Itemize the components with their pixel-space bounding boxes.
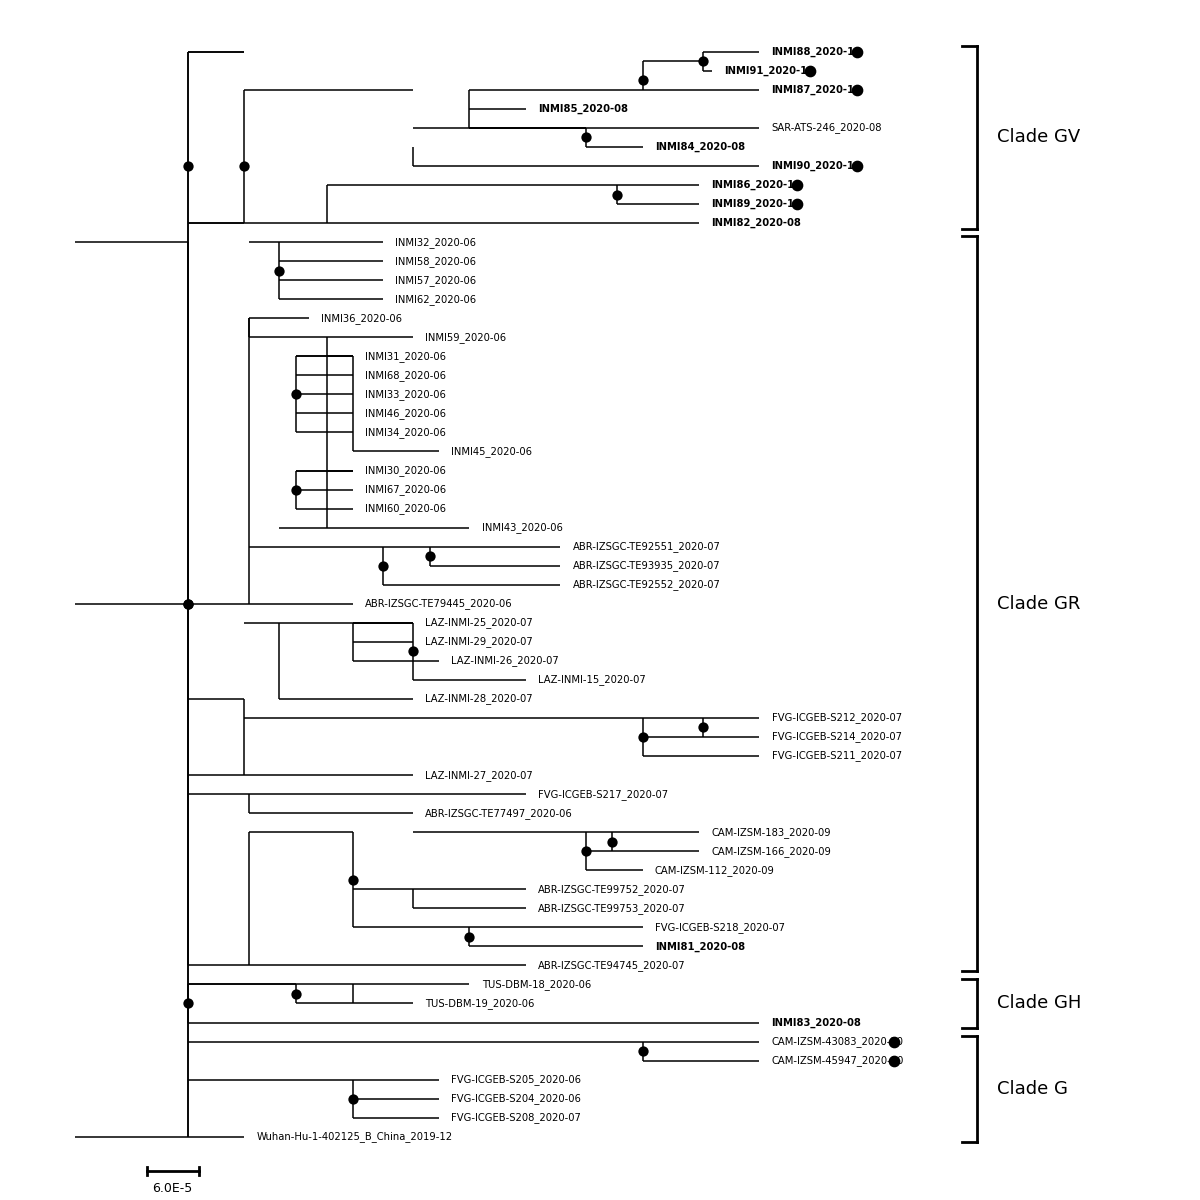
Text: FVG-ICGEB-S217_2020-07: FVG-ICGEB-S217_2020-07	[538, 788, 668, 799]
Point	[787, 194, 806, 214]
Point	[179, 994, 198, 1013]
Text: Clade GH: Clade GH	[997, 995, 1081, 1013]
Point	[287, 385, 306, 404]
Text: LAZ-INMI-27_2020-07: LAZ-INMI-27_2020-07	[425, 769, 533, 780]
Point	[577, 128, 596, 148]
Point	[602, 832, 622, 851]
Text: INMI84_2020-08: INMI84_2020-08	[655, 142, 745, 152]
Text: INMI57_2020-06: INMI57_2020-06	[395, 275, 476, 286]
Text: FVG-ICGEB-S205_2020-06: FVG-ICGEB-S205_2020-06	[451, 1074, 581, 1085]
Point	[403, 642, 422, 661]
Text: INMI33_2020-06: INMI33_2020-06	[365, 389, 445, 400]
Text: FVG-ICGEB-S211_2020-07: FVG-ICGEB-S211_2020-07	[772, 750, 901, 762]
Point	[577, 841, 596, 860]
Text: TUS-DBM-19_2020-06: TUS-DBM-19_2020-06	[425, 998, 535, 1009]
Text: INMI58_2020-06: INMI58_2020-06	[395, 256, 476, 266]
Text: ABR-IZSGC-TE94745_2020-07: ABR-IZSGC-TE94745_2020-07	[538, 960, 685, 971]
Text: LAZ-INMI-25_2020-07: LAZ-INMI-25_2020-07	[425, 617, 533, 629]
Text: FVG-ICGEB-S218_2020-07: FVG-ICGEB-S218_2020-07	[655, 922, 785, 932]
Point	[847, 80, 866, 100]
Text: INMI86_2020-10: INMI86_2020-10	[712, 180, 802, 190]
Text: LAZ-INMI-28_2020-07: LAZ-INMI-28_2020-07	[425, 694, 533, 704]
Text: Clade G: Clade G	[997, 1080, 1068, 1098]
Text: INMI67_2020-06: INMI67_2020-06	[365, 484, 446, 496]
Text: INMI46_2020-06: INMI46_2020-06	[365, 408, 445, 419]
Point	[179, 594, 198, 613]
Point	[287, 984, 306, 1003]
Text: INMI60_2020-06: INMI60_2020-06	[365, 503, 445, 514]
Text: CAM-IZSM-183_2020-09: CAM-IZSM-183_2020-09	[712, 827, 830, 838]
Text: INMI62_2020-06: INMI62_2020-06	[395, 294, 476, 305]
Text: INMI31_2020-06: INMI31_2020-06	[365, 350, 445, 361]
Point	[632, 71, 652, 90]
Point	[269, 262, 288, 281]
Text: INMI81_2020-08: INMI81_2020-08	[655, 941, 745, 952]
Text: CAM-IZSM-43083_2020-10: CAM-IZSM-43083_2020-10	[772, 1036, 904, 1048]
Text: INMI59_2020-06: INMI59_2020-06	[425, 332, 506, 343]
Point	[884, 1032, 904, 1051]
Text: FVG-ICGEB-S208_2020-07: FVG-ICGEB-S208_2020-07	[451, 1112, 581, 1123]
Text: FVG-ICGEB-S214_2020-07: FVG-ICGEB-S214_2020-07	[772, 732, 901, 743]
Text: FVG-ICGEB-S212_2020-07: FVG-ICGEB-S212_2020-07	[772, 713, 901, 724]
Text: INMI90_2020-10: INMI90_2020-10	[772, 161, 862, 172]
Point	[373, 556, 392, 575]
Text: ABR-IZSGC-TE99753_2020-07: ABR-IZSGC-TE99753_2020-07	[538, 902, 685, 913]
Text: INMI34_2020-06: INMI34_2020-06	[365, 427, 445, 438]
Text: CAM-IZSM-112_2020-09: CAM-IZSM-112_2020-09	[655, 865, 775, 876]
Text: INMI83_2020-08: INMI83_2020-08	[772, 1018, 862, 1027]
Point	[179, 594, 198, 613]
Text: ABR-IZSGC-TE92552_2020-07: ABR-IZSGC-TE92552_2020-07	[572, 580, 720, 590]
Point	[694, 718, 713, 737]
Point	[884, 1051, 904, 1070]
Point	[343, 870, 362, 889]
Text: INMI87_2020-10: INMI87_2020-10	[772, 85, 862, 95]
Text: INMI30_2020-06: INMI30_2020-06	[365, 466, 445, 476]
Text: TUS-DBM-18_2020-06: TUS-DBM-18_2020-06	[481, 979, 590, 990]
Text: LAZ-INMI-26_2020-07: LAZ-INMI-26_2020-07	[451, 655, 559, 666]
Text: INMI45_2020-06: INMI45_2020-06	[451, 446, 533, 457]
Text: CAM-IZSM-45947_2020-10: CAM-IZSM-45947_2020-10	[772, 1055, 904, 1066]
Text: FVG-ICGEB-S204_2020-06: FVG-ICGEB-S204_2020-06	[451, 1093, 581, 1104]
Point	[632, 727, 652, 746]
Text: SAR-ATS-246_2020-08: SAR-ATS-246_2020-08	[772, 122, 882, 133]
Text: ABR-IZSGC-TE79445_2020-06: ABR-IZSGC-TE79445_2020-06	[365, 599, 512, 610]
Text: ABR-IZSGC-TE99752_2020-07: ABR-IZSGC-TE99752_2020-07	[538, 884, 685, 895]
Text: Clade GR: Clade GR	[997, 595, 1080, 613]
Text: ABR-IZSGC-TE93935_2020-07: ABR-IZSGC-TE93935_2020-07	[572, 560, 720, 571]
Point	[847, 42, 866, 61]
Text: INMI91_2020-10: INMI91_2020-10	[724, 66, 814, 76]
Text: INMI43_2020-06: INMI43_2020-06	[481, 522, 563, 533]
Point	[787, 175, 806, 194]
Point	[287, 480, 306, 499]
Text: Clade GV: Clade GV	[997, 128, 1080, 146]
Point	[800, 61, 820, 80]
Text: INMI36_2020-06: INMI36_2020-06	[322, 313, 402, 324]
Point	[632, 1042, 652, 1061]
Point	[343, 1090, 362, 1109]
Text: INMI82_2020-08: INMI82_2020-08	[712, 218, 800, 228]
Point	[179, 156, 198, 175]
Text: ABR-IZSGC-TE92551_2020-07: ABR-IZSGC-TE92551_2020-07	[572, 541, 720, 552]
Point	[607, 185, 626, 204]
Text: LAZ-INMI-29_2020-07: LAZ-INMI-29_2020-07	[425, 636, 533, 647]
Text: CAM-IZSM-166_2020-09: CAM-IZSM-166_2020-09	[712, 846, 830, 857]
Text: 6.0E-5: 6.0E-5	[152, 1182, 193, 1195]
Point	[235, 156, 254, 175]
Point	[847, 156, 866, 175]
Text: INMI68_2020-06: INMI68_2020-06	[365, 370, 445, 380]
Point	[421, 546, 440, 565]
Text: INMI85_2020-08: INMI85_2020-08	[538, 103, 628, 114]
Text: LAZ-INMI-15_2020-07: LAZ-INMI-15_2020-07	[538, 674, 646, 685]
Text: INMI88_2020-10: INMI88_2020-10	[772, 47, 862, 56]
Point	[694, 52, 713, 71]
Text: INMI89_2020-10: INMI89_2020-10	[712, 199, 802, 209]
Text: ABR-IZSGC-TE77497_2020-06: ABR-IZSGC-TE77497_2020-06	[425, 808, 574, 818]
Text: INMI32_2020-06: INMI32_2020-06	[395, 236, 476, 247]
Text: Wuhan-Hu-1-402125_B_China_2019-12: Wuhan-Hu-1-402125_B_China_2019-12	[257, 1132, 452, 1142]
Point	[460, 928, 479, 947]
